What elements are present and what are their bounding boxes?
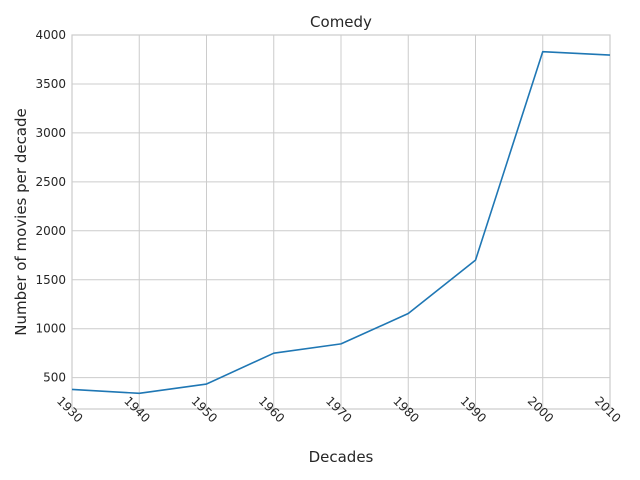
y-tick-label: 3000 xyxy=(35,126,66,140)
y-tick-label: 1500 xyxy=(35,273,66,287)
y-tick-label: 500 xyxy=(43,371,66,385)
plot-border xyxy=(71,34,611,410)
y-tick-label: 3500 xyxy=(35,77,66,91)
plot-frame xyxy=(71,34,611,410)
chart-title: Comedy xyxy=(310,13,372,31)
y-tick-labels: 500 1000 1500 2000 2500 3000 3500 4000 xyxy=(35,28,66,385)
y-tick-label: 1000 xyxy=(35,322,66,336)
series-layer xyxy=(71,50,611,395)
y-tick-label: 2000 xyxy=(35,224,66,238)
x-axis-title: Decades xyxy=(309,448,374,466)
y-axis-title: Number of movies per decade xyxy=(12,108,30,336)
y-tick-label: 2500 xyxy=(35,175,66,189)
series-line xyxy=(71,50,611,395)
y-tick-label: 4000 xyxy=(35,28,66,42)
